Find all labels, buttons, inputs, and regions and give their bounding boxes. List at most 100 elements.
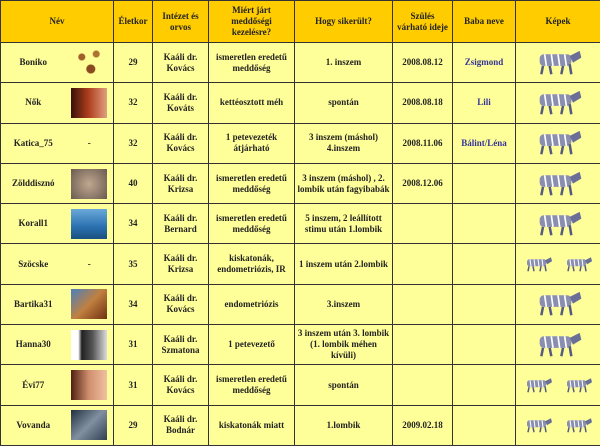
pictures-cell [515, 364, 600, 406]
zebra-icon [567, 256, 592, 272]
table-row: Bartika31 34 Kaáli dr. Kovács endometrió… [0, 283, 600, 326]
zebra-icon [539, 50, 582, 75]
member-name: Korall1 [0, 203, 66, 245]
table-row: Vovanda 29 Kaáli dr. Bodnár kiskatonák m… [0, 404, 600, 446]
how-cell: 3 inszem (máshol) , 2. lombik után fagyi… [294, 162, 393, 205]
how-cell: 5 inszem, 2 leállított stimu után 1.lomb… [294, 203, 393, 245]
zebra-icon [567, 377, 592, 392]
age-cell: 29 [113, 404, 153, 446]
due-date-cell: 2009.02.18 [392, 404, 453, 446]
clinic-cell: Kaáli dr. Krizsa [152, 162, 209, 205]
member-name: Boniko [0, 41, 66, 84]
clinic-cell: Kaáli dr. Bernard [152, 203, 209, 245]
reason-cell: ismeretlen eredetű meddőség [208, 364, 295, 406]
table-row: Hanna30 31 Kaáli dr. Szmatona 1 peteveze… [0, 324, 600, 366]
member-name: Zölddisznó [0, 162, 66, 205]
due-date-cell [392, 203, 453, 245]
due-date-cell: 2008.12.06 [392, 162, 453, 205]
reason-cell: ismeretlen eredetű meddőség [208, 162, 295, 205]
zebra-icon [527, 418, 552, 433]
reason-cell: 1 petevezeték átjárható [208, 122, 295, 164]
avatar [71, 329, 108, 360]
avatar [71, 370, 108, 401]
baby-name-cell [452, 404, 516, 446]
baby-name-cell [452, 283, 516, 326]
reason-cell: endometriózis [208, 283, 295, 326]
member-name: Nők [0, 82, 66, 124]
baby-name-cell [452, 364, 516, 406]
how-cell: 1.lombik [294, 404, 393, 446]
header-clinic: Intézet és orvos [152, 0, 209, 43]
baby-name-cell: Lili [452, 82, 516, 124]
due-date-cell [392, 283, 453, 326]
due-date-cell: 2008.08.18 [392, 82, 453, 124]
header-pics: Képek [515, 0, 600, 43]
pictures-cell [515, 404, 600, 446]
reason-cell: ismeretlen eredetű meddőség [208, 203, 295, 245]
zebra-icon [527, 256, 552, 272]
member-name: Vovanda [0, 404, 66, 446]
header-row: Név Életkor Intézet és orvos Miért járt … [0, 0, 600, 43]
how-cell: spontán [294, 82, 393, 124]
clinic-cell: Kaáli dr. Kovács [152, 122, 209, 164]
table-row: Zölddisznó 40 Kaáli dr. Krizsa ismeretle… [0, 162, 600, 205]
clinic-cell: Kaáli dr. Bodnár [152, 404, 209, 446]
due-date-cell: 2008.11.06 [392, 122, 453, 164]
baby-name-cell: Zsigmond [452, 41, 516, 84]
baby-name-cell [452, 324, 516, 366]
how-cell: 1 inszem után 2.lombik [294, 243, 393, 285]
header-age: Életkor [113, 0, 153, 43]
avatar-cell [65, 364, 114, 406]
age-cell: 31 [113, 324, 153, 366]
header-name: Név [0, 0, 114, 43]
age-cell: 32 [113, 82, 153, 124]
zebra-icon [539, 171, 582, 196]
reason-cell: 1 petevezető [208, 324, 295, 366]
pictures-cell [515, 162, 600, 205]
baby-name-cell [452, 243, 516, 285]
reason-cell: kiskatonák miatt [208, 404, 295, 446]
table-row: Katica_75 - 32 Kaáli dr. Kovács 1 peteve… [0, 122, 600, 164]
baby-name-cell: Bálint/Léna [452, 122, 516, 164]
pictures-cell [515, 283, 600, 326]
member-name: Szöcske [0, 243, 66, 285]
age-cell: 40 [113, 162, 153, 205]
baby-name-cell [452, 162, 516, 205]
zebra-icon [539, 292, 582, 316]
zebra-icon [567, 418, 592, 433]
table-row: Korall1 34 Kaáli dr. Bernard ismeretlen … [0, 203, 600, 245]
pictures-cell [515, 41, 600, 84]
header-reason: Miért járt meddőségi kezelésre? [208, 0, 295, 43]
age-cell: 32 [113, 122, 153, 164]
clinic-cell: Kaáli dr. Szmatona [152, 324, 209, 366]
how-cell: 3.inszem [294, 283, 393, 326]
avatar-placeholder: - [87, 258, 91, 269]
age-cell: 31 [113, 364, 153, 406]
due-date-cell [392, 243, 453, 285]
pictures-cell [515, 243, 600, 285]
avatar-cell [65, 404, 114, 446]
how-cell: spontán [294, 364, 393, 406]
reason-cell: kettéosztott méh [208, 82, 295, 124]
reason-cell: ismeretlen eredetű meddőség [208, 41, 295, 84]
avatar-cell [65, 41, 114, 84]
due-date-cell [392, 364, 453, 406]
avatar-cell [65, 203, 114, 245]
due-date-cell [392, 324, 453, 366]
pictures-cell [515, 203, 600, 245]
how-cell: 1. inszem [294, 41, 393, 84]
baby-name-cell [452, 203, 516, 245]
header-baby: Baba neve [452, 0, 516, 43]
avatar-cell [65, 324, 114, 366]
clinic-cell: Kaáli dr. Kováts [152, 82, 209, 124]
avatar [71, 410, 108, 441]
avatar-placeholder: - [87, 137, 91, 148]
age-cell: 34 [113, 203, 153, 245]
age-cell: 35 [113, 243, 153, 285]
clinic-cell: Kaáli dr. Kovács [152, 283, 209, 326]
pictures-cell [515, 82, 600, 124]
how-cell: 3 inszem (máshol) 4.inszem [294, 122, 393, 164]
avatar-cell [65, 283, 114, 326]
due-date-cell: 2008.08.12 [392, 41, 453, 84]
